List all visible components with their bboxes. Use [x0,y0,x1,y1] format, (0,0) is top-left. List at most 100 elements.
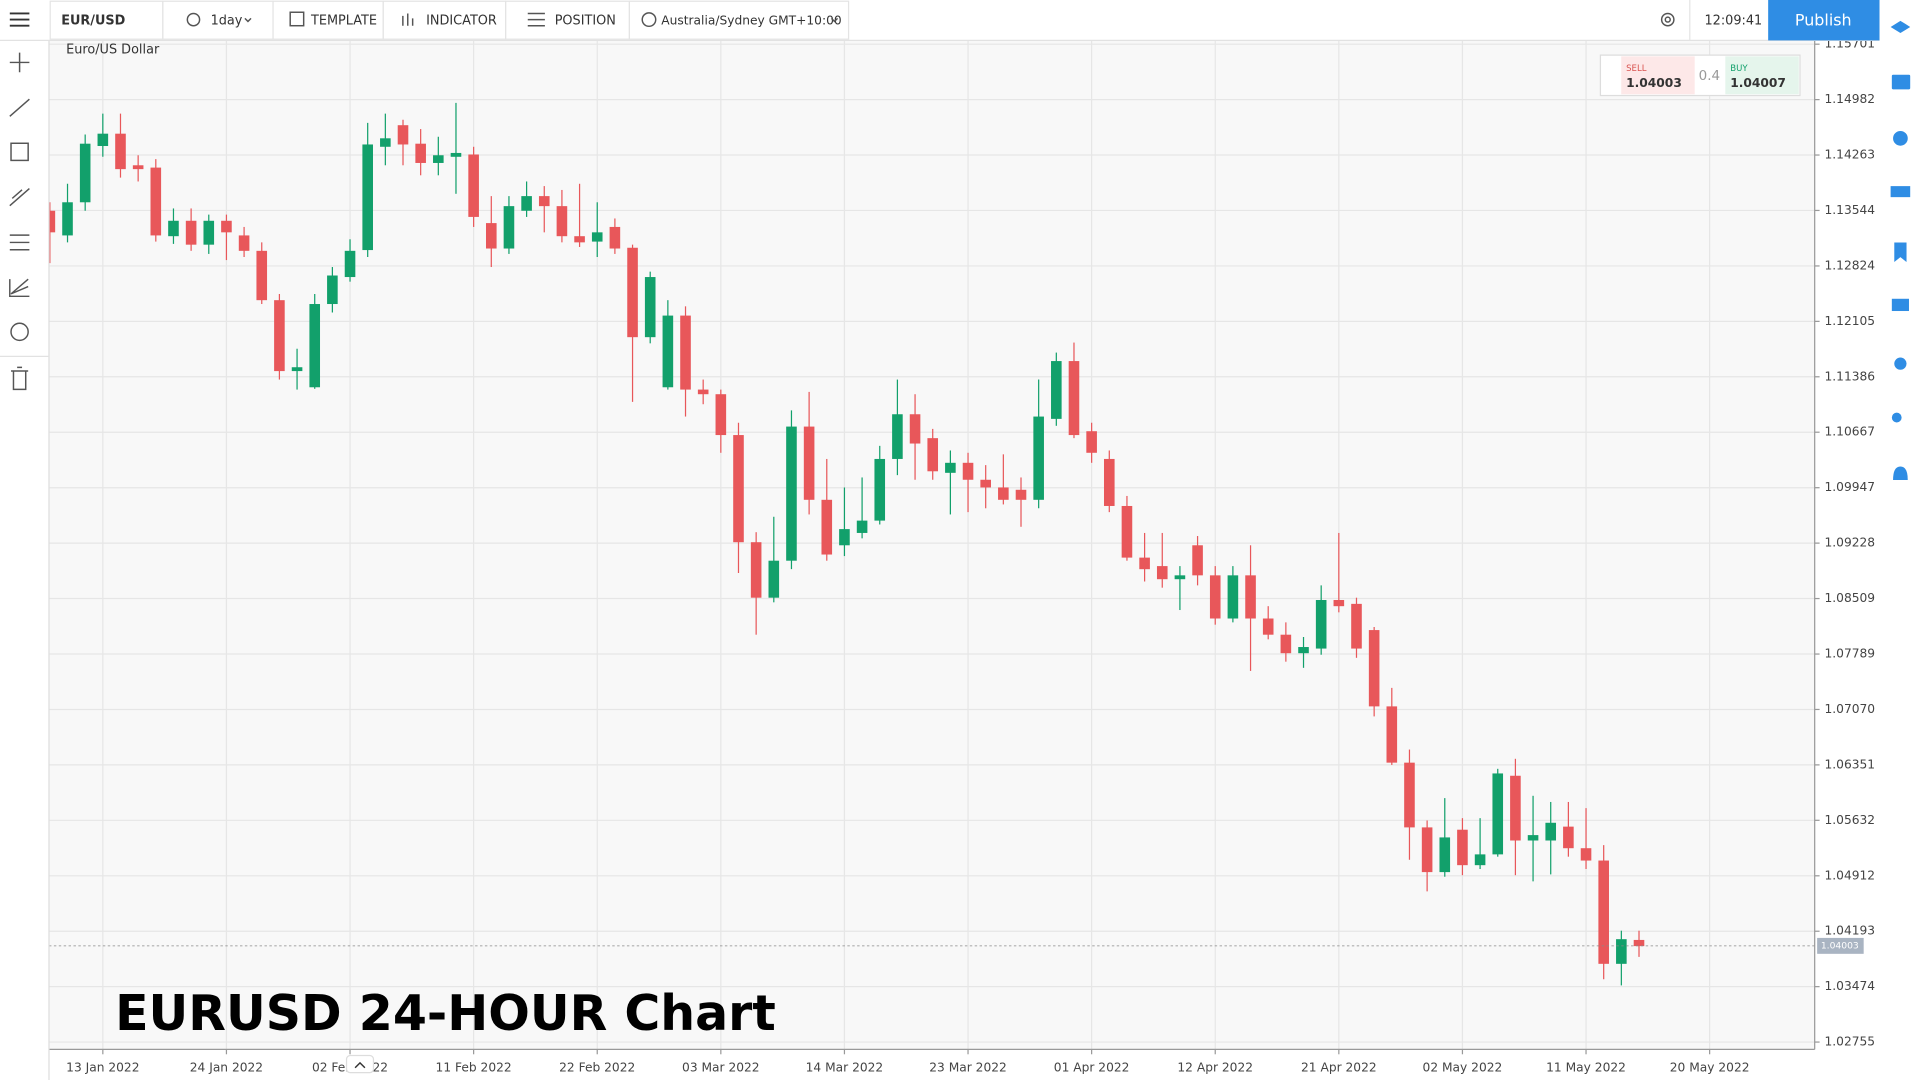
candle-body [945,462,956,473]
indicator[interactable]: INDICATOR [426,13,497,28]
candle-body [1227,575,1239,619]
y-tick-label: 1.03474 [1824,979,1875,993]
candle-body [221,220,232,233]
chart-subtitle: Euro/US Dollar [66,43,160,58]
alert-icon[interactable] [1893,466,1908,480]
buy-price[interactable]: 1.04007 [1730,76,1786,90]
idea-icon[interactable] [1893,131,1908,146]
fib-tool[interactable] [9,234,30,251]
candle-body [768,560,780,598]
right-sidebar [1879,0,1920,1080]
y-tick-label: 1.14982 [1824,92,1875,106]
chevron [244,17,252,23]
interval-button[interactable] [162,0,274,40]
x-tick-label: 03 Mar 2022 [682,1060,760,1074]
candle-body [450,152,462,157]
symbol[interactable]: EUR/USD [61,13,125,28]
x-tick-label: 23 Mar 2022 [929,1060,1007,1074]
template[interactable]: TEMPLATE [310,13,377,28]
candle-body [1315,600,1327,649]
scroll-button[interactable] [345,1054,375,1074]
candle-body [397,125,409,145]
candle-body [62,202,73,236]
candle-body [203,220,215,245]
interval[interactable]: 1day [211,13,243,28]
buy-button[interactable] [1725,56,1799,95]
menu-button[interactable] [9,12,30,27]
sell-price[interactable]: 1.04003 [1626,76,1682,90]
candle-body [874,458,886,521]
candle-body [1368,630,1380,707]
candle-body [556,206,568,237]
y-tick-label: 1.07070 [1824,702,1875,716]
community-icon[interactable] [1891,412,1902,423]
sell-button[interactable] [1621,56,1695,95]
candle-body [1510,775,1521,841]
news-icon[interactable] [1890,186,1911,198]
y-tick-label: 1.06351 [1824,757,1875,771]
delete-tool[interactable] [11,366,29,391]
symbol-box[interactable] [49,0,164,40]
scroll-chevron[interactable] [354,1061,366,1069]
candle-body [415,143,426,163]
candle-body [1351,603,1362,649]
shape-tool[interactable] [10,142,29,162]
candle-body [627,247,638,338]
publish-label[interactable]: Publish [1795,10,1852,29]
candle-body [538,196,550,207]
position-button[interactable] [505,0,630,40]
line-tool[interactable] [9,98,30,117]
channel-tool[interactable] [9,188,30,207]
note-tool[interactable] [10,322,29,342]
candle-body [1474,854,1486,866]
y-tick-label: 1.11386 [1824,369,1875,383]
x-tick-label: 24 Jan 2022 [190,1060,263,1074]
x-tick-label: 21 Apr 2022 [1301,1060,1377,1074]
candle-body [998,487,1009,500]
crosshair-tool[interactable] [9,52,30,73]
candle-body [1633,939,1645,947]
candle-body [662,315,674,388]
timezone[interactable]: Australia/Sydney GMT+10:00 [661,13,841,27]
candle-body [1033,416,1044,500]
candle-body [503,206,515,249]
gann-tool[interactable] [9,278,30,298]
bookmark-icon[interactable] [1894,242,1907,263]
candle-body [1051,361,1062,419]
candle-body [1086,431,1097,453]
candle-body [1015,489,1027,500]
candle-body [1333,600,1345,607]
candle-body [485,223,497,249]
candle-body [48,210,56,233]
candle-body [1121,505,1133,558]
screen-icon[interactable] [1891,298,1909,312]
candle-body [980,479,991,488]
indicator-button[interactable] [382,0,507,40]
candle-body [1386,706,1398,763]
layers-icon[interactable] [1890,20,1911,34]
candle-body [1439,837,1451,873]
quote-widget: SELL 1.04003 0.4 BUY 1.04007 [1599,54,1801,97]
y-tick-label: 1.12824 [1824,258,1875,272]
publish-button[interactable] [1768,0,1880,41]
sell-label[interactable]: SELL [1626,64,1647,74]
candle-body [115,133,126,170]
timezone-button[interactable] [628,0,850,40]
profile-icon[interactable] [1894,357,1907,370]
y-tick-label: 1.09228 [1824,536,1875,550]
buy-label[interactable]: BUY [1730,64,1748,74]
last-price-tag [1817,937,1864,954]
x-tick-label: 12 Apr 2022 [1177,1060,1253,1074]
calendar-icon[interactable] [1891,74,1911,90]
position[interactable]: POSITION [555,13,616,28]
candle-body [821,499,833,555]
grid [48,40,1815,1050]
candle-body [291,367,303,372]
clock-icon [186,12,201,27]
candle-body [309,304,321,388]
settings-button[interactable] [1660,12,1675,27]
candle-body [150,167,162,236]
candle-body [274,300,285,372]
y-tick-label: 1.08509 [1824,591,1875,605]
